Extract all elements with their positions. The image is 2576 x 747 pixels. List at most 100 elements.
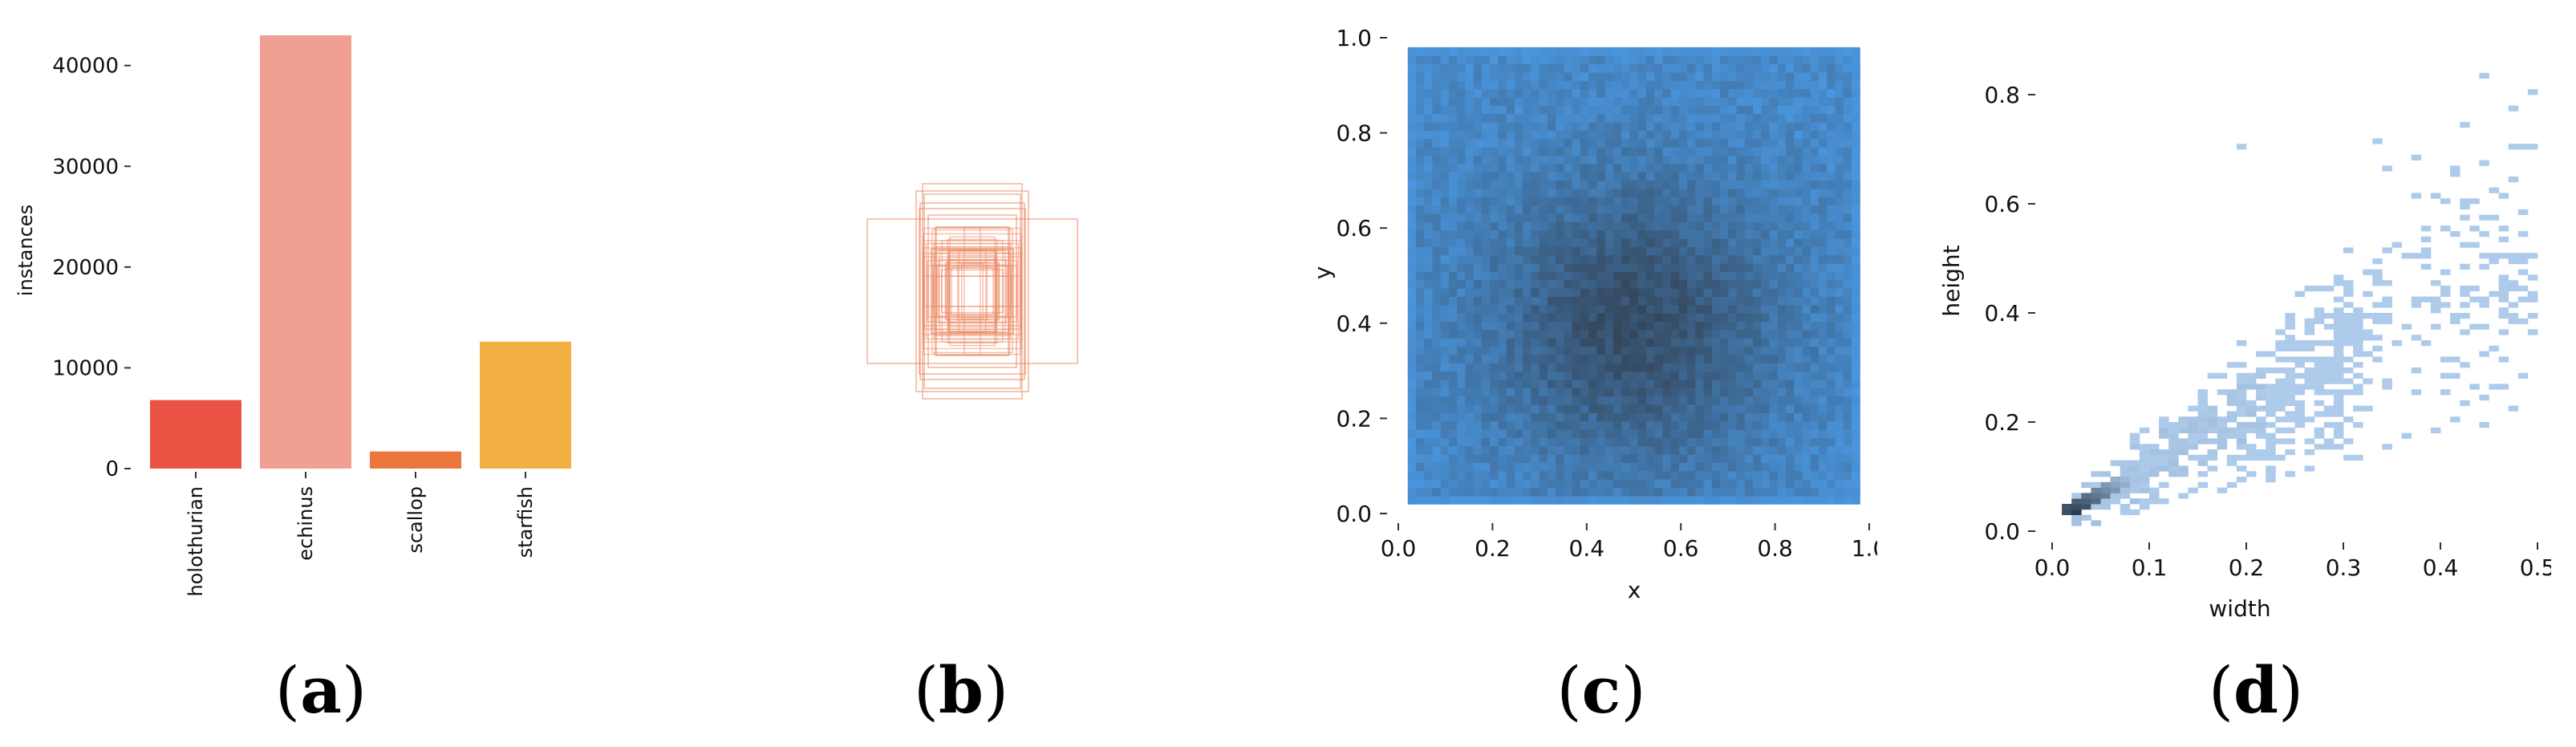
heatmap-cell bbox=[1703, 55, 1713, 65]
heatmap-cell bbox=[1547, 338, 1556, 347]
heatmap-cell bbox=[1498, 147, 1507, 156]
heatmap-cell bbox=[1531, 412, 1540, 422]
heatmap-cell bbox=[1786, 105, 1795, 115]
heatmap-cell bbox=[1637, 138, 1647, 148]
heatmap-cell bbox=[1424, 88, 1434, 98]
heatmap-cell bbox=[1827, 205, 1836, 214]
heatmap-cell bbox=[1621, 371, 1630, 380]
heatmap-cell bbox=[1556, 371, 1565, 380]
heatmap-cell bbox=[1407, 412, 1417, 422]
heatmap-cell bbox=[1440, 321, 1450, 331]
heatmap-cell bbox=[1645, 279, 1655, 289]
heatmap-cell bbox=[1835, 462, 1844, 472]
heatmap-cell bbox=[1596, 88, 1606, 98]
heatmap-cell bbox=[1810, 346, 1819, 355]
heatmap-cell bbox=[1786, 96, 1795, 106]
heatmap-cell bbox=[2508, 405, 2519, 412]
heatmap-cell bbox=[1564, 321, 1573, 331]
heatmap-cell bbox=[1728, 487, 1738, 497]
heatmap-cell bbox=[1531, 122, 1540, 131]
heatmap-cell bbox=[1794, 420, 1803, 430]
heatmap-cell bbox=[1556, 246, 1565, 256]
heatmap-cell bbox=[2091, 493, 2101, 499]
heatmap-cell bbox=[1440, 346, 1450, 355]
heatmap-cell bbox=[1794, 396, 1803, 405]
heatmap-cell bbox=[1448, 271, 1458, 281]
heatmap-cell bbox=[1703, 329, 1713, 339]
heatmap-cell bbox=[1523, 155, 1532, 164]
heatmap-cell bbox=[1810, 47, 1819, 56]
heatmap-cell bbox=[2343, 335, 2354, 341]
heatmap-cell bbox=[1432, 321, 1442, 331]
heatmap-cell bbox=[1498, 163, 1507, 173]
heatmap-cell bbox=[1498, 495, 1507, 505]
heatmap-cell bbox=[1539, 412, 1548, 422]
heatmap-cell bbox=[1448, 63, 1458, 73]
heatmap-cell bbox=[1523, 396, 1532, 405]
heatmap-cell bbox=[1678, 237, 1688, 247]
heatmap-cell bbox=[1695, 271, 1705, 281]
heatmap-cell bbox=[2256, 405, 2266, 412]
heatmap-cell bbox=[2353, 422, 2363, 428]
heatmap-cell bbox=[2226, 432, 2237, 439]
heatmap-cell bbox=[1711, 47, 1721, 56]
heatmap-cell bbox=[1843, 363, 1852, 372]
heatmap-cell bbox=[1720, 188, 1729, 197]
x-tick-label: scallop bbox=[404, 486, 427, 554]
heatmap-cell bbox=[1440, 279, 1450, 289]
heatmap-cell bbox=[1711, 479, 1721, 489]
heatmap-cell bbox=[2314, 444, 2325, 450]
heatmap-cell bbox=[1711, 470, 1721, 480]
heatmap-cell bbox=[1843, 437, 1852, 447]
heatmap-cell bbox=[1539, 454, 1548, 463]
heatmap-cell bbox=[1728, 396, 1738, 405]
heatmap-cell bbox=[1753, 329, 1762, 339]
heatmap-cell bbox=[1407, 113, 1417, 123]
heatmap-cell bbox=[1769, 55, 1779, 65]
heatmap-cell bbox=[2353, 389, 2363, 396]
heatmap-cell bbox=[2517, 296, 2529, 302]
heatmap-cell bbox=[1810, 313, 1819, 323]
heatmap-cell bbox=[1629, 313, 1639, 323]
heatmap-cell bbox=[1448, 412, 1458, 422]
heatmap-cell bbox=[1473, 313, 1483, 323]
heatmap-cell bbox=[1678, 188, 1688, 197]
heatmap-cell bbox=[1794, 495, 1803, 505]
heatmap-cell bbox=[1720, 479, 1729, 489]
heatmap-cell bbox=[1556, 88, 1565, 98]
heatmap-cell bbox=[1432, 288, 1442, 297]
heatmap-cell bbox=[1547, 404, 1556, 413]
heatmap-cell bbox=[1852, 388, 1860, 397]
heatmap-cell bbox=[1819, 321, 1828, 331]
heatmap-cell bbox=[2323, 356, 2335, 363]
heatmap-cell bbox=[2236, 454, 2247, 461]
heatmap-cell bbox=[1604, 246, 1614, 256]
bounding-box-overlay bbox=[866, 183, 1078, 400]
heatmap-cell bbox=[1531, 113, 1540, 123]
heatmap-cell bbox=[1572, 495, 1581, 505]
heatmap-cell bbox=[1662, 55, 1672, 65]
heatmap-cell bbox=[2372, 345, 2383, 351]
heatmap-cell bbox=[1457, 246, 1466, 256]
heatmap-cell bbox=[1843, 205, 1852, 214]
heatmap-cell bbox=[1711, 205, 1721, 214]
heatmap-cell bbox=[1415, 288, 1425, 297]
heatmap-cell bbox=[1637, 63, 1647, 73]
heatmap-cell bbox=[1835, 221, 1844, 231]
heatmap-cell bbox=[1777, 412, 1787, 422]
heatmap-cell bbox=[1810, 254, 1819, 264]
heatmap-cell bbox=[2197, 400, 2208, 406]
heatmap-cell bbox=[1736, 262, 1746, 272]
heatmap-cell bbox=[1720, 445, 1729, 455]
heatmap-cell bbox=[1407, 470, 1417, 480]
heatmap-cell bbox=[1490, 55, 1499, 65]
heatmap-cell bbox=[1440, 197, 1450, 206]
heatmap-cell bbox=[1457, 329, 1466, 339]
heatmap-cell bbox=[1827, 420, 1836, 430]
heatmap-cell bbox=[1580, 313, 1589, 323]
heatmap-cell bbox=[1645, 420, 1655, 430]
heatmap-cell bbox=[2333, 274, 2344, 281]
heatmap-cell bbox=[1703, 138, 1713, 148]
heatmap-cell bbox=[2450, 313, 2460, 319]
heatmap-cell bbox=[1843, 63, 1852, 73]
